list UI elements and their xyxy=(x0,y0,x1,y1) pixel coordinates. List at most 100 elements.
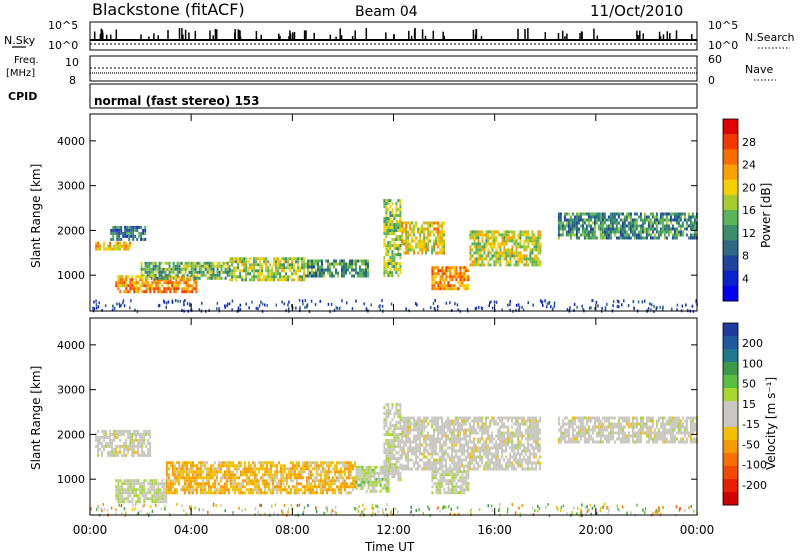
heatmap-cell xyxy=(403,242,406,246)
heatmap-cell xyxy=(303,461,306,465)
heatmap-cell xyxy=(223,491,226,495)
heatmap-cell xyxy=(113,306,116,310)
heatmap-cell xyxy=(143,494,146,498)
heatmap-cell xyxy=(381,465,384,469)
heatmap-cell xyxy=(307,259,309,263)
heatmap-cell xyxy=(387,483,390,487)
heatmap-cell xyxy=(171,284,174,288)
heatmap-cell xyxy=(505,446,508,450)
heatmap-cell xyxy=(604,308,607,312)
heatmap-cell xyxy=(507,251,510,255)
heatmap-cell xyxy=(349,265,351,269)
heatmap-cell xyxy=(491,452,494,456)
heatmap-cell xyxy=(589,212,592,216)
heatmap-cell xyxy=(175,461,178,465)
heatmap-cell xyxy=(473,416,476,420)
heatmap-cell xyxy=(485,422,488,426)
heatmap-cell xyxy=(433,275,436,279)
heatmap-cell xyxy=(213,482,216,486)
heatmap-cell xyxy=(627,304,630,308)
heatmap-cell xyxy=(387,439,390,443)
heatmap-cell xyxy=(525,257,528,261)
heatmap-cell xyxy=(501,236,504,240)
heatmap-cell xyxy=(537,233,540,237)
heatmap-cell xyxy=(193,281,196,285)
heatmap-cell xyxy=(623,236,626,240)
heatmap-cell xyxy=(259,464,262,468)
heatmap-cell xyxy=(507,425,510,429)
heatmap-cell xyxy=(297,269,300,273)
heatmap-cell xyxy=(209,476,212,480)
heatmap-cell xyxy=(691,224,694,228)
heatmap-cell xyxy=(253,479,256,483)
heatmap-cell xyxy=(158,303,161,307)
heatmap-cell xyxy=(675,233,678,237)
heatmap-cell xyxy=(441,227,444,231)
heatmap-cell xyxy=(98,301,100,305)
heatmap-cell xyxy=(676,303,679,307)
heatmap-cell xyxy=(233,488,236,492)
heatmap-cell xyxy=(176,261,179,265)
heatmap-cell xyxy=(124,231,127,235)
heatmap-cell xyxy=(431,473,434,477)
heatmap-cell xyxy=(265,479,268,483)
heatmap-cell xyxy=(439,284,442,288)
heatmap-cell xyxy=(497,257,500,261)
heatmap-cell xyxy=(467,452,470,456)
heatmap-cell xyxy=(123,453,126,457)
heatmap-cell xyxy=(485,245,488,249)
heatmap-cell xyxy=(431,221,434,225)
heatmap-cell xyxy=(305,488,308,492)
heatmap-cell xyxy=(533,245,536,249)
heatmap-cell xyxy=(249,278,252,282)
heatmap-cell xyxy=(489,301,491,305)
heatmap-cell xyxy=(451,275,454,279)
heatmap-cell xyxy=(493,461,496,465)
heatmap-cell xyxy=(523,449,526,453)
heatmap-cell xyxy=(461,416,464,420)
heatmap-cell xyxy=(473,467,476,471)
heatmap-cell xyxy=(417,437,420,441)
heatmap-cell xyxy=(259,272,262,276)
heatmap-cell xyxy=(271,266,274,270)
heatmap-cell xyxy=(131,432,134,436)
heatmap-cell xyxy=(453,425,456,429)
heatmap-cell xyxy=(665,218,668,222)
heatmap-cell xyxy=(379,465,382,469)
heatmap-cell xyxy=(365,271,367,275)
heatmap-cell xyxy=(627,215,630,219)
heatmap-cell xyxy=(397,478,400,482)
heatmap-cell xyxy=(475,242,478,246)
heatmap-cell xyxy=(399,433,402,437)
heatmap-cell xyxy=(431,275,434,279)
heatmap-cell xyxy=(405,431,408,435)
heatmap-cell xyxy=(571,233,574,237)
heatmap-cell xyxy=(231,470,234,474)
freq-label-line1: Freq. xyxy=(14,55,39,66)
heatmap-cell xyxy=(413,416,416,420)
heatmap-cell xyxy=(645,236,648,240)
heatmap-cell xyxy=(399,205,402,209)
heatmap-cell xyxy=(301,257,304,261)
heatmap-cell xyxy=(557,212,560,216)
heatmap-cell xyxy=(271,464,274,468)
heatmap-cell xyxy=(471,431,474,435)
heatmap-cell xyxy=(483,233,486,237)
heatmap-cell xyxy=(533,419,536,423)
heatmap-cell xyxy=(501,233,504,237)
heatmap-cell xyxy=(685,221,688,225)
heatmap-cell xyxy=(115,432,118,436)
heatmap-cell xyxy=(119,278,122,282)
heatmap-cell xyxy=(393,442,396,446)
heatmap-cell xyxy=(599,227,602,231)
heatmap-cell xyxy=(155,488,158,492)
heatmap-cell xyxy=(501,308,503,312)
heatmap-cell xyxy=(208,273,211,277)
heatmap-cell xyxy=(184,267,187,271)
heatmap-cell xyxy=(387,265,390,269)
heatmap-cell xyxy=(571,227,574,231)
heatmap-cell xyxy=(561,233,564,237)
heatmap-cell xyxy=(631,230,634,234)
heatmap-cell xyxy=(437,269,440,273)
heatmap-cell xyxy=(223,485,226,489)
